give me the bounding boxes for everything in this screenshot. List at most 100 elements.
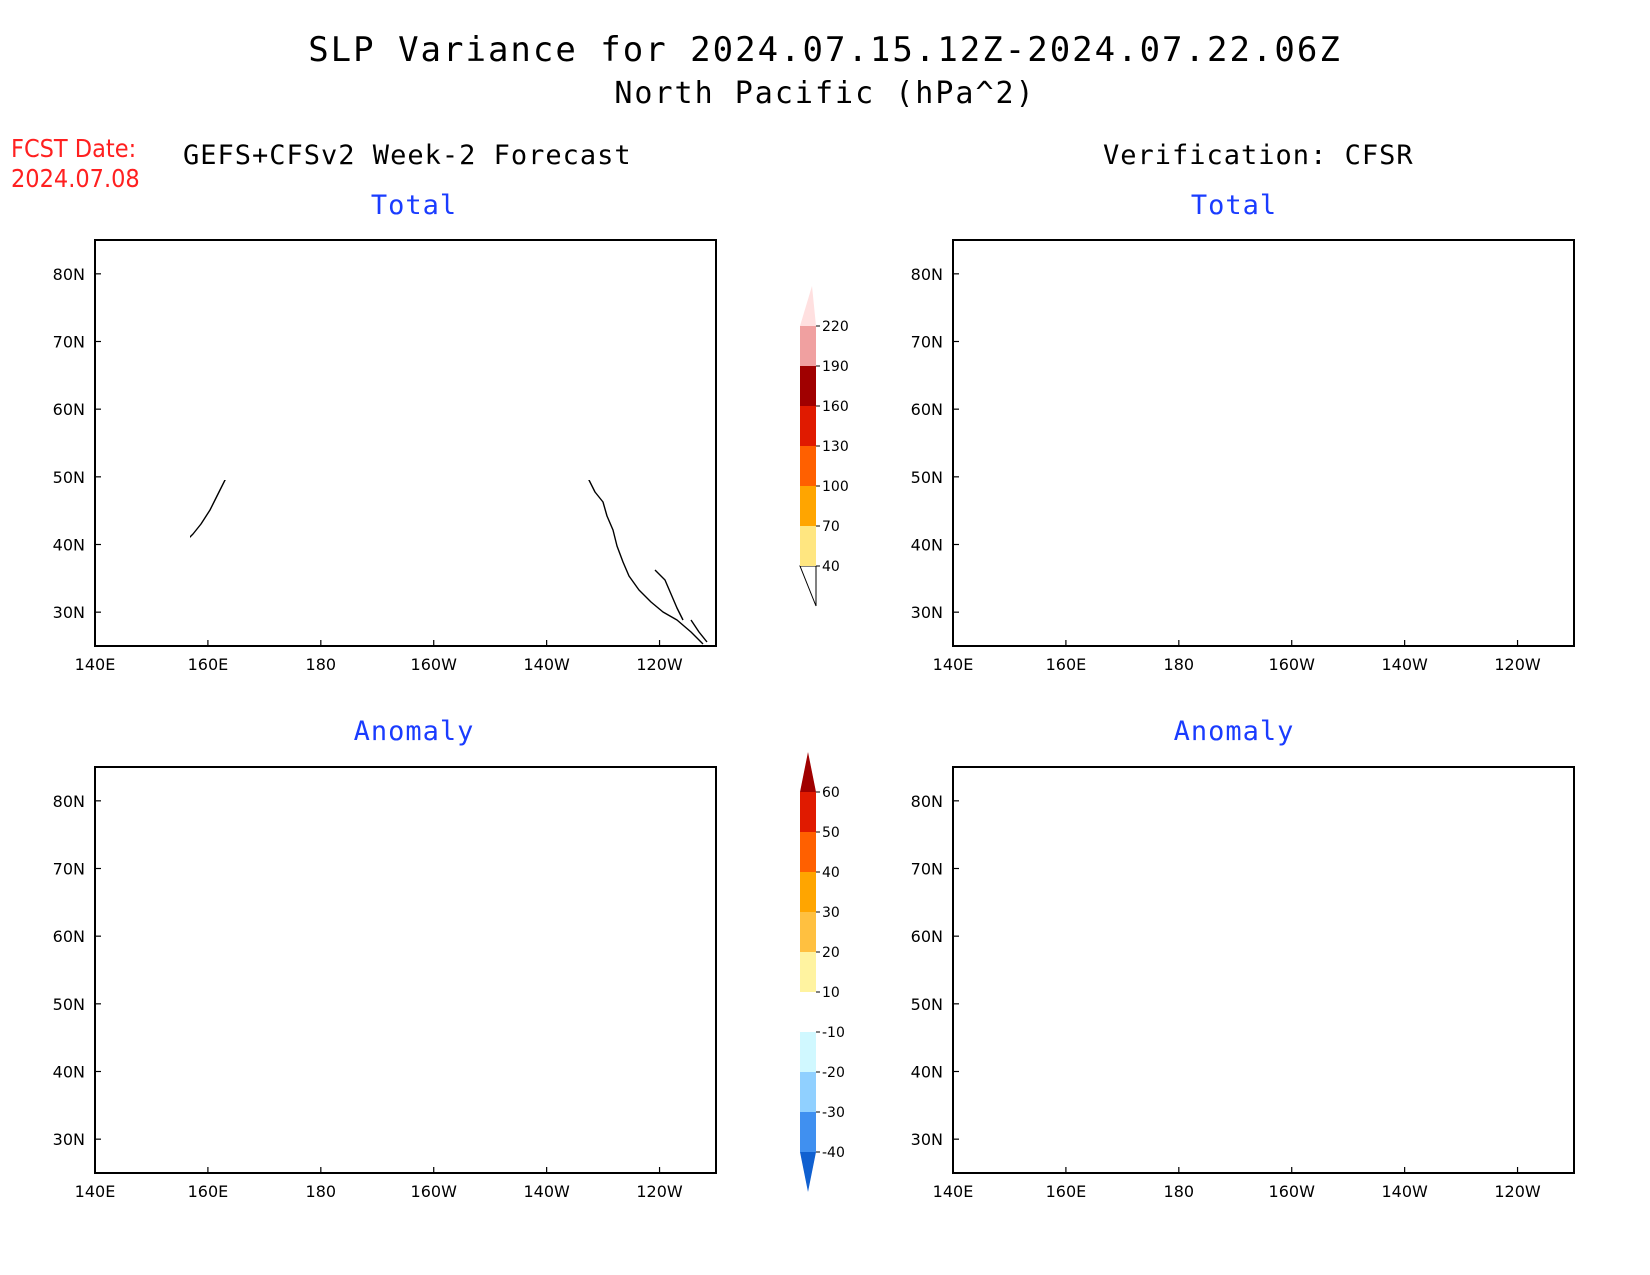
panel-title-verification-anomaly: Anomaly — [1173, 716, 1295, 747]
contour-anom-10 — [1443, 775, 1574, 943]
lat-tick-label: 60N — [911, 400, 943, 419]
colorbar-total-label: 160 — [822, 399, 849, 415]
contour-anom-10 — [95, 831, 285, 903]
contour-total-40 — [1473, 306, 1574, 392]
lon-tick-label: 160E — [1046, 655, 1087, 674]
contour-total-40 — [1276, 468, 1343, 488]
lon-tick-label: 140E — [933, 655, 974, 674]
contour-anom-minus20 — [1295, 949, 1373, 989]
colorbar-total-segment — [800, 446, 816, 486]
contour-anom-minus10 — [983, 981, 1029, 1009]
contour-total-40 — [95, 288, 275, 374]
main-subtitle: North Pacific (hPa^2) — [614, 76, 1036, 111]
colorbar-total-segment — [800, 406, 816, 446]
contour-anom-minus10 — [953, 767, 1353, 839]
lat-tick-label: 80N — [53, 792, 85, 811]
main-title: SLP Variance for 2024.07.15.12Z-2024.07.… — [308, 30, 1342, 70]
colorbar-anomaly-segment — [800, 832, 816, 872]
map-panel-forecast-anomaly — [94, 766, 717, 1174]
colorbar-anomaly-segment — [800, 1032, 816, 1072]
lon-tick-label: 160W — [411, 1182, 458, 1201]
contour-anom-minus10 — [989, 1069, 1013, 1075]
colorbar-total-label: 130 — [822, 439, 849, 455]
lat-tick-label: 80N — [911, 265, 943, 284]
colorbar-anomaly-segment — [800, 912, 816, 952]
lon-tick-label: 160E — [188, 1182, 229, 1201]
colorbar-anomaly-segment — [800, 872, 816, 912]
lat-tick-label: 70N — [53, 333, 85, 352]
colorbar-total-label: 100 — [822, 479, 849, 495]
lat-tick-label: 40N — [53, 536, 85, 555]
colorbar-anomaly-segment — [800, 792, 816, 832]
contour-anom-minus10 — [1249, 1033, 1263, 1039]
colorbar-total-label: 40 — [822, 559, 840, 575]
lon-tick-label: 140E — [75, 1182, 116, 1201]
map-panel-forecast-total — [94, 239, 717, 719]
colorbar-anomaly-segment — [800, 1072, 816, 1112]
colorbar-anomaly-label: 10 — [822, 985, 840, 1001]
contour-anom-10 — [987, 965, 1079, 1023]
lat-tick-label: 80N — [911, 792, 943, 811]
contour-anom-30 — [1017, 981, 1041, 1005]
lon-tick-label: 180 — [306, 655, 337, 674]
colorbar-anomaly-label: 50 — [822, 825, 840, 841]
panel-title-forecast-anomaly: Anomaly — [353, 716, 475, 747]
panel-title-verification-total: Total — [1190, 190, 1278, 221]
contour-anom-20 — [988, 849, 1205, 893]
lat-tick-label: 30N — [911, 1130, 943, 1149]
lon-tick-label: 140E — [933, 1182, 974, 1201]
lat-tick-label: 40N — [911, 536, 943, 555]
lon-tick-label: 120W — [1494, 655, 1541, 674]
lat-tick-label: 60N — [53, 927, 85, 946]
colorbar-total-segment — [800, 326, 816, 366]
panel-title-forecast-total: Total — [370, 190, 458, 221]
lon-tick-label: 180 — [306, 1182, 337, 1201]
fcst-date-value: 2024.07.08 — [11, 164, 140, 193]
colorbar-anomaly-label: -40 — [822, 1145, 845, 1161]
colorbar-total-tail-top — [800, 286, 816, 326]
contour-anom-20 — [1478, 851, 1574, 917]
colorbar-total-segment — [800, 366, 816, 406]
lat-tick-label: 30N — [53, 603, 85, 622]
lon-tick-label: 180 — [1164, 1182, 1195, 1201]
lon-tick-label: 140W — [523, 1182, 570, 1201]
lat-tick-label: 30N — [911, 603, 943, 622]
lon-tick-label: 120W — [636, 1182, 683, 1201]
lon-tick-label: 160E — [1046, 1182, 1087, 1201]
contour-anom-10 — [973, 823, 1293, 897]
lon-tick-label: 120W — [636, 655, 683, 674]
lat-tick-label: 50N — [911, 995, 943, 1014]
colorbar-anomaly-label: -20 — [822, 1065, 845, 1081]
colorbar-anomaly-segment — [800, 1112, 816, 1152]
colorbar-total-segment — [800, 526, 816, 566]
colorbar-total-tail-bottom — [799, 565, 817, 607]
map-panel-verification-anomaly — [952, 766, 1575, 1174]
contour-anom-20 — [1005, 971, 1057, 1011]
colorbar-anomaly-label: 30 — [822, 905, 840, 921]
lat-tick-label: 60N — [53, 400, 85, 419]
lon-tick-label: 140W — [1381, 1182, 1428, 1201]
lat-tick-label: 50N — [53, 995, 85, 1014]
lat-tick-label: 70N — [911, 860, 943, 879]
lon-tick-label: 140E — [75, 655, 116, 674]
colorbar-total-label: 70 — [822, 519, 840, 535]
verification-column-title: Verification: CFSR — [1103, 140, 1414, 171]
colorbar-anomaly-label: 20 — [822, 945, 840, 961]
colorbar-anomaly-label: -30 — [822, 1105, 845, 1121]
lat-tick-label: 80N — [53, 265, 85, 284]
contour-anom-minus10 — [1541, 937, 1574, 1037]
lon-tick-label: 160W — [411, 655, 458, 674]
lon-tick-label: 120W — [1494, 1182, 1541, 1201]
colorbar-anomaly-label: -10 — [822, 1025, 845, 1041]
lat-tick-label: 70N — [53, 860, 85, 879]
lat-tick-label: 60N — [911, 927, 943, 946]
forecast-column-title: GEFS+CFSv2 Week-2 Forecast — [183, 140, 632, 171]
lat-tick-label: 50N — [911, 468, 943, 487]
lon-tick-label: 180 — [1164, 655, 1195, 674]
colorbar-anomaly-tail-top — [800, 752, 816, 792]
fcst-date-label: FCST Date: — [11, 134, 137, 163]
lat-tick-label: 40N — [911, 1063, 943, 1082]
contour-total-40 — [953, 280, 1293, 368]
contour-anom-minus10 — [175, 959, 275, 1017]
colorbar-total-label: 220 — [822, 319, 849, 335]
